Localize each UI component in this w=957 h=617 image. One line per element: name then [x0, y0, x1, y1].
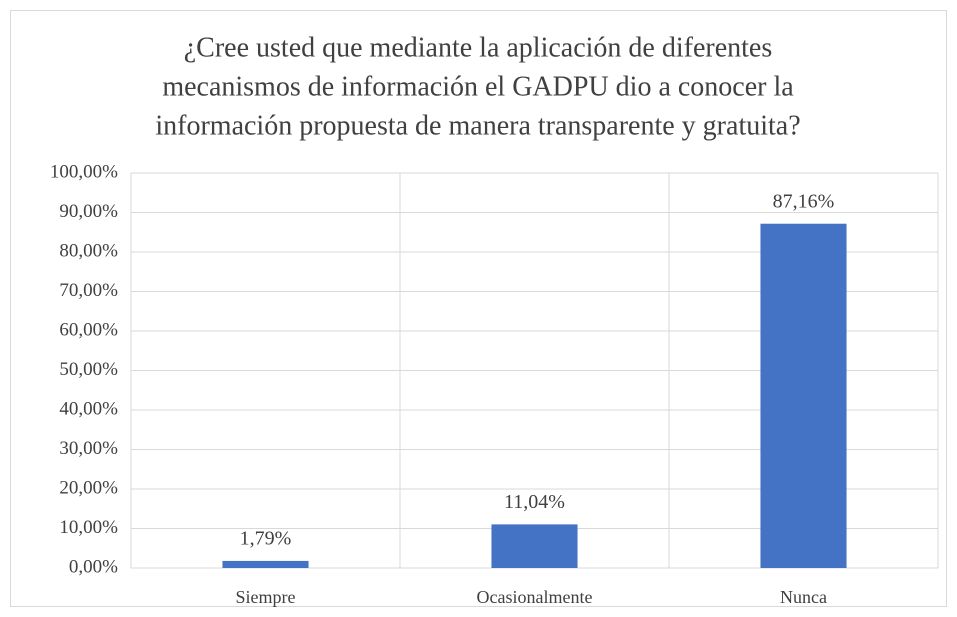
y-tick-label: 10,00%	[59, 517, 118, 538]
y-tick-label: 100,00%	[50, 161, 118, 182]
y-tick-label: 40,00%	[59, 398, 118, 419]
y-tick-label: 90,00%	[59, 201, 118, 222]
y-tick-label: 30,00%	[59, 438, 118, 459]
value-label: 1,79%	[240, 528, 292, 550]
y-tick-label: 20,00%	[59, 477, 118, 498]
y-tick-label: 60,00%	[59, 319, 118, 340]
value-label: 11,04%	[504, 491, 565, 513]
chart-title: mecanismos de información el GADPU dio a…	[162, 71, 794, 102]
y-tick-label: 50,00%	[59, 359, 118, 380]
chart-title: información propuesta de manera transpar…	[155, 110, 800, 141]
y-tick-label: 80,00%	[59, 240, 118, 261]
y-tick-label: 70,00%	[59, 280, 118, 301]
x-tick-label: Ocasionalmente	[477, 587, 593, 607]
bar	[760, 223, 847, 568]
value-label: 87,16%	[773, 190, 835, 212]
bar	[491, 524, 578, 568]
chart-title: ¿Cree usted que mediante la aplicación d…	[184, 32, 773, 63]
x-tick-label: Nunca	[780, 587, 827, 607]
y-tick-label: 0,00%	[69, 556, 118, 577]
x-tick-label: Siempre	[236, 587, 296, 607]
bar	[222, 560, 309, 568]
